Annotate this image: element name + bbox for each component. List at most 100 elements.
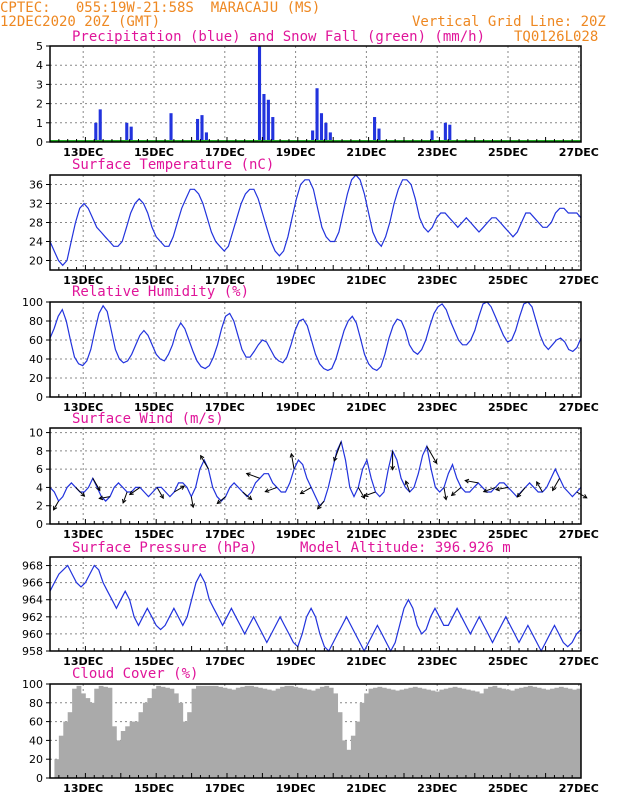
y-tick-label: 80 bbox=[29, 697, 43, 710]
cloud-bar bbox=[399, 689, 405, 778]
x-tick-label: 19DEC bbox=[276, 274, 316, 287]
wind-arrow-head bbox=[316, 504, 322, 510]
cloud-bar bbox=[249, 685, 254, 778]
cloud-bar bbox=[439, 689, 445, 778]
cloud-bar bbox=[107, 687, 113, 778]
cloud-bar bbox=[138, 712, 144, 778]
wind-arrow-head bbox=[494, 486, 500, 492]
cloud-bar bbox=[262, 688, 268, 778]
x-tick-label: 25DEC bbox=[488, 401, 528, 414]
cloud-bar bbox=[576, 688, 582, 778]
header-model-code: TQ0126L028 bbox=[514, 29, 599, 45]
cloud-bar bbox=[377, 686, 383, 778]
y-tick-label: 966 bbox=[22, 577, 43, 590]
cloud-bar bbox=[253, 686, 259, 778]
x-tick-label: 13DEC bbox=[63, 274, 103, 287]
x-tick-label: 21DEC bbox=[346, 655, 386, 668]
cloud-bar bbox=[421, 688, 427, 778]
cloud-bar bbox=[288, 685, 294, 778]
wind-arrow bbox=[516, 487, 526, 498]
pressure-title: Surface Pressure (hPa) bbox=[72, 540, 258, 556]
x-tick-label: 15DEC bbox=[134, 401, 174, 414]
cloud-bar bbox=[488, 686, 493, 778]
wind-arrow-head bbox=[390, 465, 395, 471]
wind-arrow bbox=[300, 486, 312, 495]
precip-bar bbox=[94, 122, 98, 142]
cloud-bar bbox=[89, 702, 95, 778]
cloud-bar bbox=[187, 712, 192, 778]
wind-arrow bbox=[405, 480, 411, 493]
cloud-bar bbox=[563, 687, 569, 778]
x-tick-label: 19DEC bbox=[276, 528, 316, 541]
y-tick-label: 20 bbox=[29, 255, 43, 268]
y-tick-label: 0 bbox=[36, 772, 43, 785]
wind-arrow bbox=[357, 487, 365, 499]
wind-arrow bbox=[364, 491, 376, 497]
x-tick-label: 21DEC bbox=[346, 146, 386, 159]
y-tick-label: 80 bbox=[29, 315, 43, 328]
x-tick-label: 17DEC bbox=[205, 782, 245, 795]
cloud-bar bbox=[479, 693, 485, 778]
x-tick-label: 15DEC bbox=[134, 655, 174, 668]
precip-bar bbox=[196, 118, 200, 142]
y-tick-label: 100 bbox=[22, 296, 43, 309]
x-tick-label: 23DEC bbox=[417, 782, 457, 795]
cloud-bar bbox=[125, 726, 131, 778]
rh-title: Relative Humidity (%) bbox=[72, 284, 250, 300]
cloud-bar bbox=[434, 691, 440, 778]
x-tick-label: 13DEC bbox=[63, 528, 103, 541]
cloud-bar bbox=[213, 685, 219, 778]
wind-arrow-head bbox=[516, 492, 522, 498]
x-tick-label: 25DEC bbox=[488, 528, 528, 541]
cloud-bar bbox=[541, 688, 546, 778]
cloud-bar bbox=[373, 687, 378, 778]
cloud-bar bbox=[165, 687, 170, 778]
y-tick-label: 60 bbox=[29, 716, 43, 729]
wind-arrow bbox=[99, 496, 111, 499]
cloud-bar bbox=[492, 685, 498, 778]
cloud-bar bbox=[554, 687, 560, 778]
wind-arrow bbox=[426, 446, 438, 464]
cloud-bar bbox=[404, 688, 409, 778]
wind-arrow-head bbox=[53, 505, 58, 511]
y-tick-label: 958 bbox=[22, 645, 43, 658]
wind-arrow-head bbox=[159, 494, 164, 500]
wind-arrow-head bbox=[80, 492, 86, 497]
precip-bar bbox=[257, 46, 262, 142]
cloud-bar bbox=[280, 686, 285, 778]
x-tick-label: 17DEC bbox=[205, 274, 245, 287]
cloud-bar bbox=[147, 698, 153, 778]
cloud-bar bbox=[67, 712, 73, 778]
cloud-bar bbox=[178, 702, 184, 778]
cloud-bar bbox=[412, 686, 418, 778]
wind-arrow bbox=[246, 473, 261, 479]
y-tick-label: 962 bbox=[22, 611, 43, 624]
wind-arrow-head bbox=[247, 495, 253, 501]
y-tick-label: 60 bbox=[29, 334, 43, 347]
wind-arrow-head bbox=[264, 488, 270, 493]
precip-bar bbox=[448, 124, 452, 142]
x-tick-label: 23DEC bbox=[417, 401, 457, 414]
y-tick-label: 10 bbox=[29, 427, 43, 440]
cloud-bar bbox=[227, 688, 232, 778]
wind-arrow-head bbox=[98, 495, 104, 501]
cloud-bar bbox=[293, 686, 299, 778]
cloud-bar bbox=[342, 740, 347, 778]
x-tick-label: 23DEC bbox=[417, 146, 457, 159]
x-tick-label: 27DEC bbox=[559, 655, 599, 668]
x-tick-label: 13DEC bbox=[63, 655, 103, 668]
wind-arrow bbox=[333, 441, 342, 462]
x-tick-label: 13DEC bbox=[63, 146, 103, 159]
x-tick-label: 23DEC bbox=[417, 655, 457, 668]
cloud-bar bbox=[408, 687, 414, 778]
cloud-bar bbox=[452, 686, 458, 778]
cloud-bar bbox=[470, 690, 476, 778]
x-tick-label: 15DEC bbox=[134, 274, 174, 287]
precip-bar bbox=[125, 122, 129, 142]
precip-bar bbox=[377, 128, 381, 142]
wind-arrow bbox=[443, 487, 447, 500]
cloud-bar bbox=[510, 690, 516, 778]
cloud-bar bbox=[572, 689, 577, 778]
cloud-bar bbox=[257, 687, 263, 778]
